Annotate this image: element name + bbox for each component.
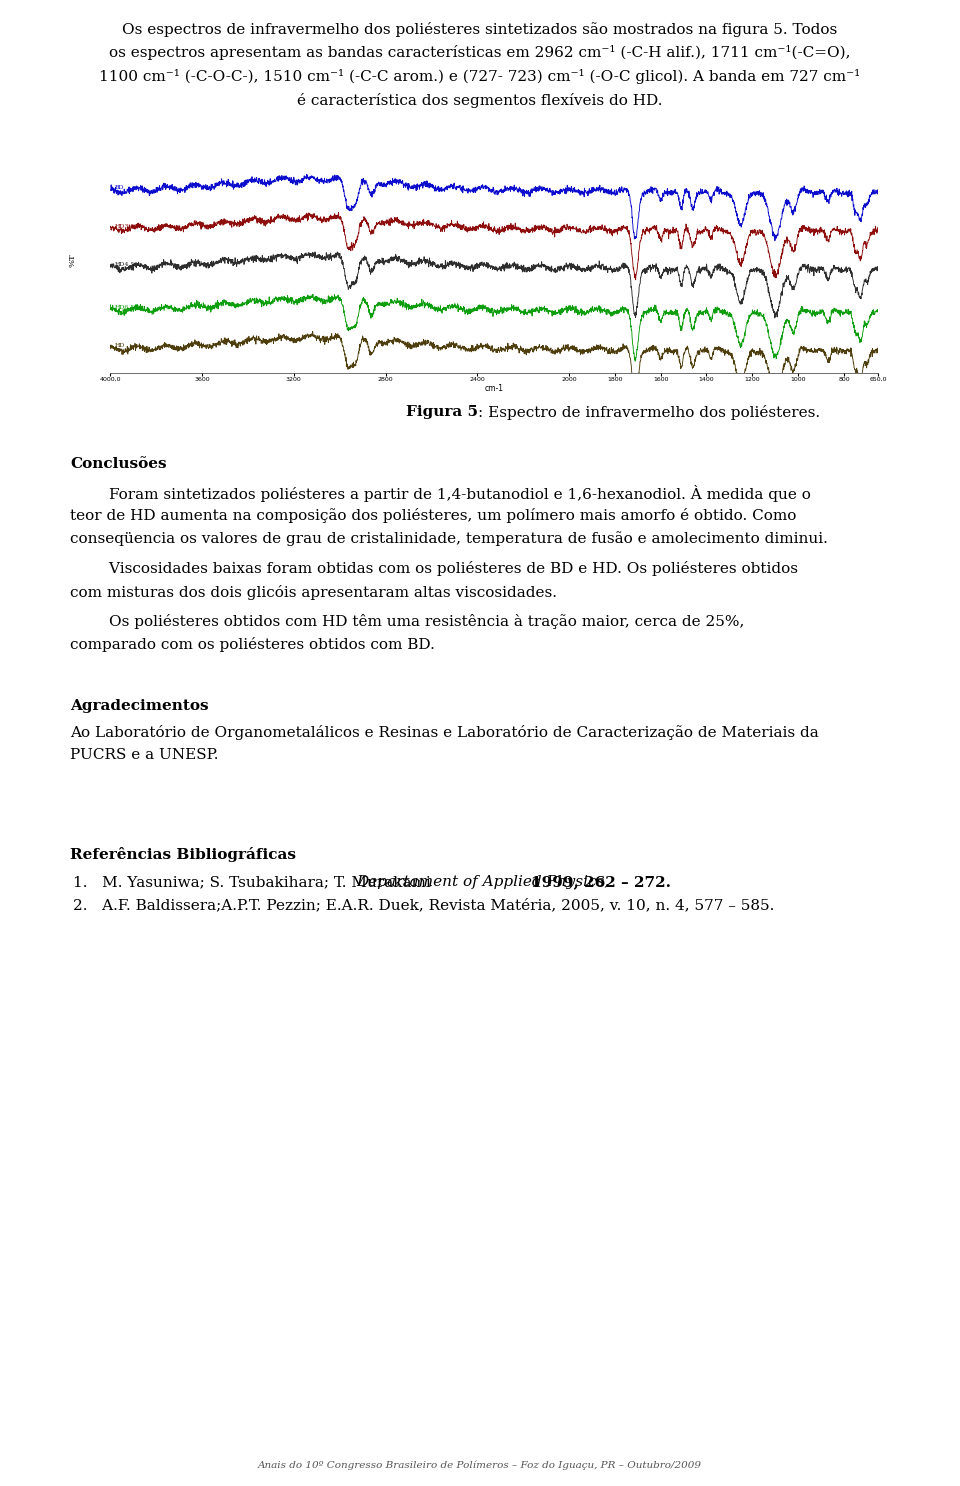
Text: os espectros apresentam as bandas características em 2962 cm⁻¹ (-C-H alif.), 171: os espectros apresentam as bandas caract…	[109, 46, 851, 61]
Text: BD: BD	[115, 184, 125, 190]
Text: é característica dos segmentos flexíveis do HD.: é característica dos segmentos flexíveis…	[298, 92, 662, 107]
Text: 1100 cm⁻¹ (-C-O-C-), 1510 cm⁻¹ (-C-C arom.) e (727- 723) cm⁻¹ (-O-C glicol). A b: 1100 cm⁻¹ (-C-O-C-), 1510 cm⁻¹ (-C-C aro…	[100, 68, 860, 85]
Text: Agradecimentos: Agradecimentos	[70, 698, 208, 713]
Text: teor de HD aumenta na composição dos poliésteres, um polímero mais amorfo é obti: teor de HD aumenta na composição dos pol…	[70, 508, 797, 523]
Text: Anais do 10º Congresso Brasileiro de Polímeros – Foz do Iguaçu, PR – Outubro/200: Anais do 10º Congresso Brasileiro de Pol…	[258, 1461, 702, 1470]
Text: Foram sintetizados poliésteres a partir de 1,4-butanodiol e 1,6-hexanodiol. À me: Foram sintetizados poliésteres a partir …	[70, 484, 811, 501]
Text: Viscosidades baixas foram obtidas com os poliésteres de BD e HD. Os poliésteres : Viscosidades baixas foram obtidas com os…	[70, 562, 798, 577]
Text: Ao Laboratório de Organometalálicos e Resinas e Laboratório de Caracterização de: Ao Laboratório de Organometalálicos e Re…	[70, 725, 819, 740]
Text: Referências Bibliográficas: Referências Bibliográficas	[70, 847, 296, 862]
Text: com misturas dos dois glicóis apresentaram altas viscosidades.: com misturas dos dois glicóis apresentar…	[70, 584, 557, 599]
Text: conseqüencia os valores de grau de cristalinidade, temperatura de fusão e amolec: conseqüencia os valores de grau de crist…	[70, 532, 828, 547]
Text: HD3,5%: HD3,5%	[115, 223, 141, 229]
Text: PUCRS e a UNESP.: PUCRS e a UNESP.	[70, 747, 219, 762]
Text: : Espectro de infravermelho dos poliésteres.: : Espectro de infravermelho dos poliéste…	[478, 406, 820, 421]
Text: 1.   M. Yasuniwa; S. Tsubakihara; T. Murakami: 1. M. Yasuniwa; S. Tsubakihara; T. Murak…	[73, 875, 436, 889]
X-axis label: cm-1: cm-1	[485, 383, 504, 392]
Text: Figura 5: Figura 5	[406, 406, 478, 419]
Text: 1999, 262 – 272.: 1999, 262 – 272.	[531, 875, 671, 889]
Text: Departament of Applied Physics,: Departament of Applied Physics,	[356, 875, 610, 889]
Text: Os poliésteres obtidos com HD têm uma resistência à tração maior, cerca de 25%,: Os poliésteres obtidos com HD têm uma re…	[70, 614, 744, 629]
Text: comparado com os poliésteres obtidos com BD.: comparado com os poliésteres obtidos com…	[70, 637, 435, 652]
Text: Conclusões: Conclusões	[70, 458, 167, 471]
Text: Os espectros de infravermelho dos poliésteres sintetizados são mostrados na figu: Os espectros de infravermelho dos poliés…	[122, 22, 838, 37]
Text: HD6,5%: HD6,5%	[115, 305, 141, 309]
Text: HD4,5%: HD4,5%	[115, 262, 141, 267]
Text: 2.   A.F. Baldissera;A.P.T. Pezzin; E.A.R. Duek, Revista Matéria, 2005, v. 10, n: 2. A.F. Baldissera;A.P.T. Pezzin; E.A.R.…	[73, 899, 775, 912]
Text: %T: %T	[68, 254, 76, 267]
Text: HD: HD	[115, 343, 126, 348]
